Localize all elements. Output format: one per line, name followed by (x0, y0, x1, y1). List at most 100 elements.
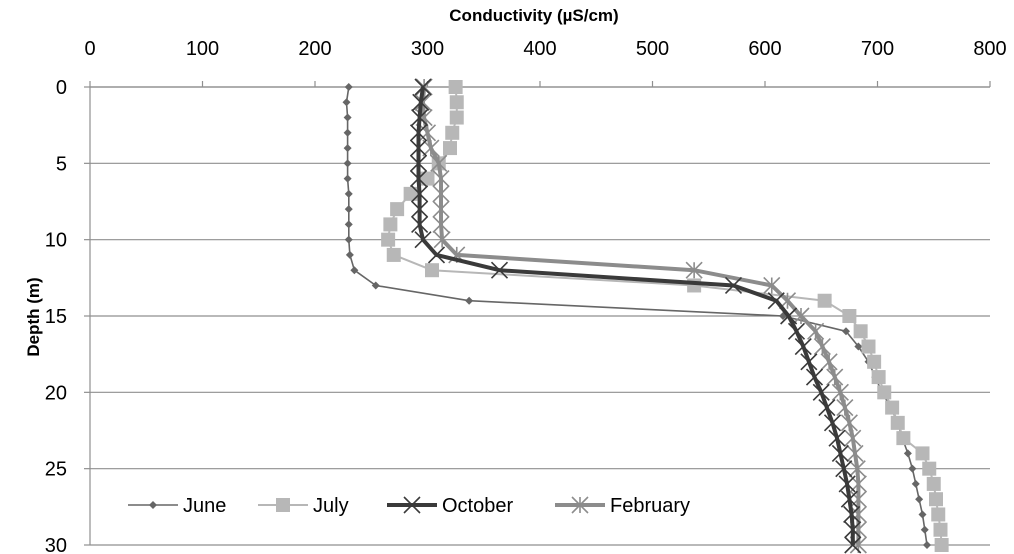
legend-swatch-marker (403, 496, 421, 514)
data-point-june (343, 113, 352, 122)
data-point-february (846, 444, 864, 462)
data-point-july (933, 522, 948, 537)
data-point-june (842, 327, 850, 336)
data-point-june (344, 220, 353, 229)
data-point-june (915, 495, 924, 504)
data-point-july (915, 446, 930, 461)
data-point-october (409, 154, 428, 172)
data-point-february (432, 170, 450, 188)
data-point-february (432, 215, 450, 233)
data-point-october (490, 261, 509, 279)
legend-swatch-marker (149, 501, 157, 509)
data-point-june (343, 144, 352, 153)
data-point-october (835, 460, 853, 478)
y-tick-label: 0 (56, 77, 67, 99)
legend-label-october: October (442, 495, 513, 517)
data-point-october (414, 78, 432, 96)
data-point-july (896, 431, 911, 446)
data-point-june (908, 464, 917, 473)
data-point-july (383, 217, 398, 232)
data-point-july (929, 492, 943, 507)
data-point-february (418, 124, 437, 142)
data-point-june (344, 205, 353, 214)
legend: June July October February (128, 495, 690, 517)
data-point-february (813, 337, 831, 356)
x-tick-label: 300 (411, 38, 444, 60)
data-point-july (445, 125, 460, 140)
data-point-october (427, 246, 446, 264)
data-point-june (350, 266, 359, 275)
data-point-july (842, 309, 857, 323)
data-point-june (342, 98, 351, 107)
data-point-july (448, 80, 463, 94)
data-point-july (922, 461, 937, 476)
data-point-june (918, 510, 927, 519)
data-point-june (854, 342, 863, 351)
data-point-february (848, 460, 866, 478)
data-point-july (449, 110, 464, 125)
data-point-july (885, 400, 900, 415)
data-point-october (780, 307, 798, 325)
data-point-february (831, 383, 849, 401)
data-point-july (931, 507, 946, 522)
data-point-february (840, 414, 858, 432)
data-point-october (840, 490, 858, 508)
data-point-july (386, 247, 401, 262)
data-point-october (831, 444, 849, 462)
y-tick-label: 25 (45, 459, 67, 481)
data-point-july (867, 354, 882, 369)
data-point-february (849, 490, 867, 508)
x-tick-label: 0 (84, 38, 95, 60)
y-tick-label: 5 (56, 153, 67, 175)
data-point-june (344, 189, 353, 198)
legend-item-july: July (258, 495, 349, 517)
data-point-july (420, 171, 435, 186)
gridlines (89, 86, 990, 546)
data-point-july (687, 278, 702, 293)
data-point-october (843, 505, 861, 524)
x-tick-label: 500 (636, 38, 669, 60)
x-tick-label: 800 (973, 38, 1006, 60)
legend-label-july: July (313, 495, 349, 517)
data-point-october (724, 276, 743, 295)
y-tick-label: 30 (45, 535, 67, 554)
data-point-october (844, 536, 862, 554)
data-point-october (409, 170, 428, 188)
data-point-february (820, 353, 838, 371)
data-point-june (344, 235, 353, 244)
data-point-october (767, 292, 785, 310)
data-point-june (343, 159, 352, 168)
data-point-february (432, 185, 450, 203)
data-point-june (903, 449, 912, 458)
data-point-february (430, 154, 448, 172)
data-point-july (890, 415, 905, 430)
data-point-october (409, 124, 428, 142)
legend-item-june: June (128, 495, 226, 517)
data-point-february (432, 200, 450, 218)
data-point-july (381, 232, 396, 247)
y-tick-label: 15 (45, 306, 67, 328)
data-point-october (828, 429, 846, 447)
data-point-july (449, 95, 464, 110)
data-point-february (685, 261, 703, 279)
x-tick-label: 600 (748, 38, 781, 60)
series-october (409, 78, 862, 554)
data-point-february (792, 307, 810, 325)
data-point-october (414, 231, 432, 249)
data-point-october (818, 399, 836, 417)
data-point-october (411, 108, 429, 127)
x-tick-label: 400 (523, 38, 556, 60)
data-point-july (877, 385, 892, 400)
data-point-february (844, 429, 862, 447)
data-point-june (465, 296, 474, 305)
x-tick-label: 100 (186, 38, 219, 60)
legend-item-february: February (555, 495, 690, 517)
data-point-february (422, 139, 440, 157)
data-point-october (823, 414, 842, 432)
data-point-july (861, 339, 876, 354)
data-point-october (412, 93, 430, 111)
data-point-june (911, 479, 920, 488)
y-tick-label: 20 (45, 382, 67, 404)
data-point-october (794, 337, 812, 356)
data-point-october (812, 383, 830, 401)
